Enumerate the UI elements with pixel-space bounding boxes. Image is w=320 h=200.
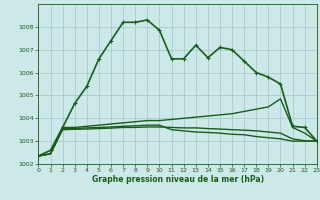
X-axis label: Graphe pression niveau de la mer (hPa): Graphe pression niveau de la mer (hPa) — [92, 175, 264, 184]
